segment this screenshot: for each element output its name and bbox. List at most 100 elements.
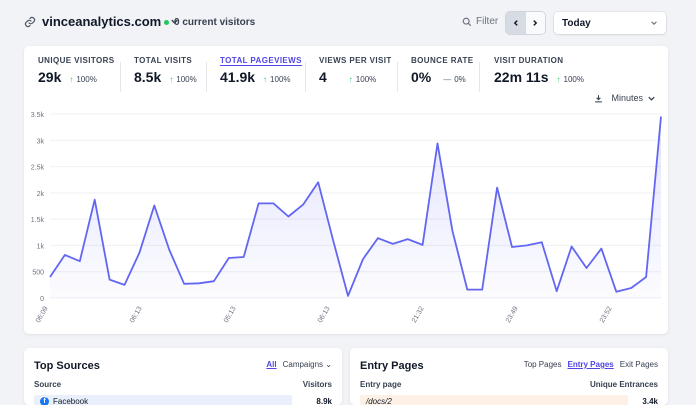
top-bar: vinceanalytics.com 0 current visitors Fi… — [0, 0, 696, 46]
list-item[interactable]: /docs/2 — [366, 397, 392, 405]
metric-value: 0% — [411, 69, 432, 85]
chevron-down-icon — [651, 21, 657, 25]
current-visitors-label: 0 current visitors — [174, 17, 256, 28]
row-bar — [34, 395, 292, 405]
site-domain[interactable]: vinceanalytics.com — [42, 14, 162, 29]
series-line — [49, 116, 662, 297]
metric-views-per-visit[interactable]: VIEWS PER VISIT 4 ↑ 100% — [319, 56, 392, 90]
arrow-up-icon: ↑ — [348, 75, 353, 84]
interval-picker[interactable]: Minutes — [611, 93, 656, 103]
metric-total-pageviews[interactable]: TOTAL PAGEVIEWS 41.9k ↑ 100% — [220, 56, 302, 90]
arrow-up-icon: ↑ — [169, 75, 174, 84]
chart-controls: Minutes — [594, 93, 656, 103]
entry-pages-card: Entry Pages Top Pages Entry Pages Exit P… — [350, 348, 668, 405]
period-picker[interactable]: Today — [554, 12, 666, 34]
period-navigation — [506, 12, 545, 34]
divider — [206, 62, 207, 92]
source-visitors: 8.9k — [316, 397, 332, 405]
metric-change: 100% — [76, 75, 97, 84]
main-graph-card: 0 500 1k 1.5k 2k 2.5k 3k 3.5k 06:09 06:13 05:13 06:… — [24, 46, 668, 334]
metric-label: BOUNCE RATE — [411, 56, 474, 65]
source-name: Facebook — [53, 397, 89, 405]
top-stats: UNIQUE VISITORS 29k ↑ 100% TOTAL VISITS 8… — [24, 56, 668, 92]
page-entrances: 3.4k — [642, 397, 658, 405]
y-tick-label: 0 — [40, 296, 44, 303]
arrow-up-icon: ↑ — [263, 75, 268, 84]
metric-change: 100% — [270, 75, 291, 84]
metric-value: 8.5k — [134, 69, 162, 85]
dash-icon: — — [443, 75, 452, 84]
filter-label: Filter — [476, 16, 499, 27]
tab-exit-pages[interactable]: Exit Pages — [619, 360, 658, 369]
facebook-icon: f — [40, 397, 49, 405]
metric-label: TOTAL PAGEVIEWS — [220, 56, 302, 65]
metric-bounce-rate[interactable]: BOUNCE RATE 0% —0% — [411, 56, 473, 90]
y-tick-label: 500 — [32, 270, 44, 277]
chevron-right-icon — [533, 20, 538, 26]
pageviews-chart: 0 500 1k 1.5k 2k 2.5k 3k 3.5k 06:09 06:13 05:13 06:… — [31, 112, 662, 324]
chevron-down-icon[interactable] — [170, 17, 179, 26]
entry-pages-title: Entry Pages — [360, 360, 424, 372]
column-header-source: Source — [34, 380, 62, 389]
chevron-down-icon — [648, 96, 655, 101]
divider — [120, 62, 121, 92]
metric-change: 100% — [176, 75, 197, 84]
arrow-up-icon: ↑ — [69, 75, 74, 84]
tab-entry-pages[interactable]: Entry Pages — [567, 360, 614, 369]
divider — [479, 62, 480, 92]
y-tick-label: 3k — [37, 138, 45, 145]
row-bar — [360, 395, 628, 405]
column-header-unique-entrances: Unique Entrances — [589, 380, 658, 389]
tab-top-pages[interactable]: Top Pages — [523, 360, 562, 369]
metric-value: 22m 11s — [494, 69, 549, 85]
metric-visit-duration[interactable]: VISIT DURATION 22m 11s ↑ 100% — [494, 56, 584, 90]
chevron-down-icon: ⌄ — [325, 360, 332, 369]
list-item[interactable]: f Facebook — [40, 397, 88, 405]
metric-label: VISIT DURATION — [494, 56, 564, 65]
period-label: Today — [562, 17, 591, 29]
x-tick-label: 06:13 — [129, 305, 144, 324]
metric-label: UNIQUE VISITORS — [38, 56, 115, 65]
metric-unique-visitors[interactable]: UNIQUE VISITORS 29k ↑ 100% — [38, 56, 115, 90]
y-tick-label: 1.5k — [31, 217, 45, 224]
top-sources-tabs: All Campaigns ⌄ — [266, 360, 332, 369]
x-tick-label: 23:49 — [505, 305, 520, 324]
metric-change: 100% — [355, 75, 377, 84]
metric-change: 100% — [563, 75, 584, 84]
metric-value: 41.9k — [220, 69, 256, 85]
metric-value: 29k — [38, 69, 62, 85]
interval-label: Minutes — [611, 93, 643, 103]
tab-all[interactable]: All — [266, 360, 277, 369]
live-dot-icon — [164, 20, 169, 25]
tab-campaigns[interactable]: Campaigns ⌄ — [282, 360, 332, 369]
x-tick-label: 06:13 — [317, 305, 332, 324]
x-tick-label: 21:32 — [411, 305, 426, 324]
column-header-visitors: Visitors — [302, 380, 332, 389]
download-icon[interactable] — [594, 94, 603, 103]
metric-value: 4 — [319, 69, 327, 85]
chevron-left-icon — [513, 20, 518, 26]
divider — [397, 62, 398, 92]
search-icon — [462, 17, 472, 26]
filter-button[interactable]: Filter — [462, 16, 498, 27]
x-tick-label: 05:13 — [223, 305, 238, 324]
top-sources-card: Top Sources All Campaigns ⌄ Source Visit… — [24, 348, 342, 405]
arrow-up-icon: ↑ — [556, 75, 561, 84]
divider — [305, 62, 306, 92]
current-visitors[interactable]: 0 current visitors — [164, 17, 255, 28]
metric-total-visits[interactable]: TOTAL VISITS 8.5k ↑ 100% — [134, 56, 197, 90]
x-tick-label: 06:09 — [35, 305, 50, 324]
top-sources-title: Top Sources — [34, 360, 100, 372]
pages-tabs: Top Pages Entry Pages Exit Pages — [524, 360, 658, 369]
column-header-entry-page: Entry page — [360, 380, 402, 389]
previous-period-button[interactable] — [506, 12, 526, 34]
series-area — [50, 116, 661, 298]
metric-label: TOTAL VISITS — [134, 56, 193, 65]
link-icon — [24, 16, 36, 27]
y-tick-label: 2.5k — [31, 165, 45, 172]
y-tick-label: 1k — [37, 243, 45, 250]
next-period-button[interactable] — [525, 12, 545, 34]
metric-change: 0% — [454, 75, 466, 84]
page-path: /docs/2 — [366, 397, 392, 405]
site-switcher[interactable]: vinceanalytics.com — [24, 14, 179, 29]
